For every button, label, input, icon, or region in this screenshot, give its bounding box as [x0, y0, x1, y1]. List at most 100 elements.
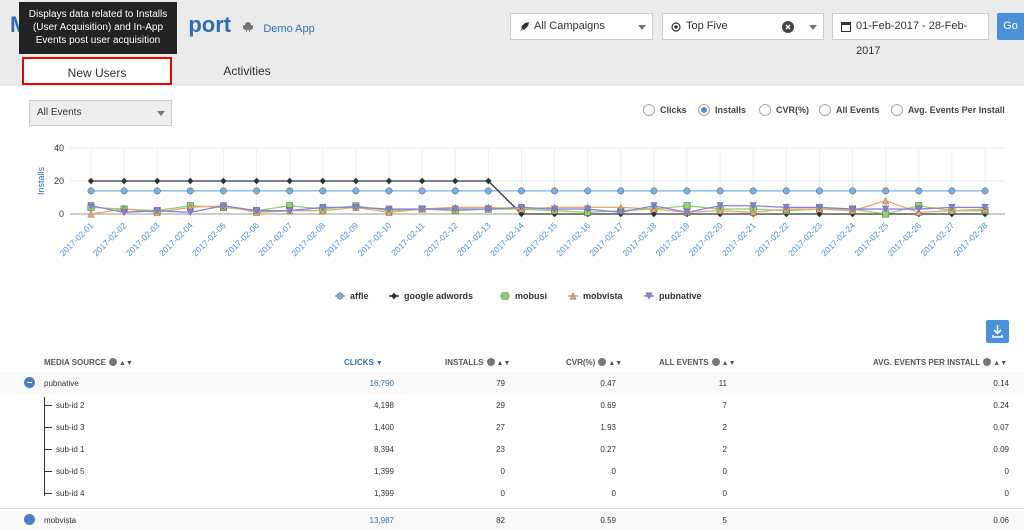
- x-tick-label: 2017-02-11: [389, 220, 427, 258]
- table-row[interactable]: sub-id 5 1,399 0 0 0 0: [0, 460, 1024, 482]
- table-row[interactable]: sub-id 3 1,400 27 1.93 2 0.07: [0, 416, 1024, 438]
- data-point: [915, 205, 923, 213]
- legend-item[interactable]: google adwords: [389, 291, 473, 301]
- x-tick-label: 2017-02-25: [852, 220, 890, 258]
- radio-all-events[interactable]: All Events: [819, 104, 880, 116]
- campaign-select[interactable]: All Campaigns: [510, 13, 653, 40]
- header-cvr[interactable]: CVR(%) ▲▼: [566, 358, 622, 367]
- tooltip: Displays data related to Installs (User …: [19, 2, 177, 54]
- radio-installs[interactable]: Installs: [698, 104, 746, 116]
- header-installs[interactable]: INSTALLS ▲▼: [445, 358, 510, 367]
- y-tick-label: 20: [54, 176, 64, 186]
- radio-dot: [819, 104, 831, 116]
- events-select-label: All Events: [37, 107, 82, 118]
- sort-icon[interactable]: ▲▼: [496, 360, 511, 367]
- download-icon: [992, 325, 1003, 338]
- data-point: [418, 187, 426, 195]
- cell-clicks: 4,198: [373, 401, 394, 410]
- header-media-source[interactable]: MEDIA SOURCE ▲▼: [44, 358, 133, 367]
- chevron-down-icon: [638, 25, 646, 30]
- cell-clicks[interactable]: 13,987: [369, 516, 394, 525]
- installs-line-chart: 020402017-02-012017-02-022017-02-032017-…: [36, 143, 1005, 301]
- cell-installs: 79: [496, 379, 505, 388]
- cell-installs: 27: [496, 423, 505, 432]
- data-point: [716, 202, 724, 210]
- expand-icon[interactable]: [24, 514, 35, 525]
- go-button[interactable]: Go: [997, 13, 1024, 40]
- info-icon[interactable]: [711, 358, 720, 366]
- info-icon[interactable]: [486, 358, 495, 366]
- data-point: [120, 177, 128, 185]
- cell-clicks: 1,400: [373, 423, 394, 432]
- data-point: [319, 177, 326, 185]
- table-row[interactable]: sub-id 2 4,198 29 0.69 7 0.24: [0, 394, 1024, 416]
- radio-cvr[interactable]: CVR(%): [759, 104, 809, 116]
- radio-clicks[interactable]: Clicks: [643, 104, 687, 116]
- radio-avg-events[interactable]: Avg. Events Per Install: [891, 104, 1005, 116]
- cell-installs: 23: [496, 445, 505, 454]
- radio-label: Installs: [715, 105, 747, 115]
- download-button[interactable]: [986, 320, 1009, 343]
- main-panel: All Events Clicks Installs CVR(%) All Ev…: [0, 86, 1024, 530]
- cell-events: 0: [722, 467, 727, 476]
- events-select[interactable]: All Events: [29, 100, 172, 126]
- legend-item[interactable]: mobvista: [568, 291, 624, 301]
- header-clicks[interactable]: CLICKS ▼: [344, 358, 383, 367]
- tree-branch: [44, 405, 52, 406]
- tab-activities[interactable]: Activities: [223, 64, 271, 78]
- data-point: [451, 187, 459, 195]
- info-icon[interactable]: [598, 358, 607, 366]
- info-icon[interactable]: [983, 358, 992, 366]
- chevron-down-icon: [157, 111, 165, 116]
- legend-item[interactable]: pubnative: [644, 291, 702, 301]
- data-point: [385, 177, 393, 185]
- cell-media-source: sub-id 5: [56, 467, 85, 476]
- sort-icon[interactable]: ▲▼: [993, 360, 1008, 367]
- info-icon[interactable]: [108, 358, 117, 366]
- data-point: [451, 205, 459, 213]
- cell-clicks[interactable]: 16,790: [369, 379, 394, 388]
- chevron-down-icon: [809, 25, 817, 30]
- data-point: [120, 208, 128, 216]
- tab-new-users[interactable]: New Users: [22, 57, 172, 85]
- data-point: [219, 187, 227, 195]
- sort-desc-icon[interactable]: ▼: [375, 360, 383, 367]
- table-row[interactable]: pubnative 16,790 79 0.47 11 0.14: [0, 372, 1024, 394]
- data-point: [219, 202, 227, 210]
- table-row[interactable]: sub-id 1 8,394 23 0.27 2 0.09: [0, 438, 1024, 460]
- cell-events: 11: [718, 379, 727, 388]
- x-tick-label: 2017-02-04: [157, 220, 195, 258]
- tree-branch: [44, 449, 52, 450]
- header-avg-events[interactable]: AVG. EVENTS PER INSTALL ▲▼: [873, 358, 1007, 367]
- legend-label: mobusi: [515, 291, 547, 301]
- sort-icon[interactable]: ▲▼: [118, 360, 133, 367]
- data-point: [749, 202, 757, 210]
- collapse-icon[interactable]: [24, 377, 35, 388]
- sort-icon[interactable]: ▲▼: [721, 360, 736, 367]
- cell-media-source: pubnative: [44, 379, 79, 388]
- radio-dot: [698, 104, 710, 116]
- app-name[interactable]: Demo App: [263, 23, 315, 35]
- tree-branch: [44, 471, 52, 472]
- x-tick-label: 2017-02-06: [223, 220, 261, 258]
- y-axis-label: Installs: [36, 166, 46, 195]
- date-range-picker[interactable]: 01-Feb-2017 - 28-Feb-2017: [832, 13, 989, 57]
- top-five-select[interactable]: Top Five: [662, 13, 824, 40]
- data-point: [882, 205, 890, 213]
- header-all-events[interactable]: ALL EVENTS ▲▼: [659, 358, 736, 367]
- x-tick-label: 2017-02-22: [753, 220, 791, 258]
- legend-item[interactable]: affle: [335, 291, 369, 301]
- data-point: [186, 208, 194, 216]
- table-row[interactable]: mobvista 13,987 82 0.59 5 0.06: [0, 508, 1024, 530]
- header-label: CVR(%): [566, 358, 596, 367]
- table-row[interactable]: sub-id 4 1,399 0 0 0 0: [0, 482, 1024, 504]
- legend-item[interactable]: mobusi: [500, 291, 547, 301]
- cell-avg: 0.06: [993, 516, 1009, 525]
- x-tick-label: 2017-02-13: [455, 220, 493, 258]
- cell-avg: 0.09: [993, 445, 1009, 454]
- x-tick-label: 2017-02-18: [620, 220, 658, 258]
- data-point: [584, 205, 592, 213]
- clear-icon[interactable]: [782, 21, 794, 33]
- data-point: [253, 207, 261, 215]
- sort-icon[interactable]: ▲▼: [608, 360, 623, 367]
